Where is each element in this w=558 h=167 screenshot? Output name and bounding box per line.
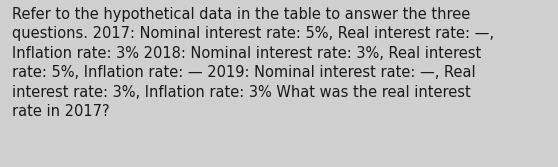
Text: Refer to the hypothetical data in the table to answer the three
questions. 2017:: Refer to the hypothetical data in the ta… [12,7,494,119]
